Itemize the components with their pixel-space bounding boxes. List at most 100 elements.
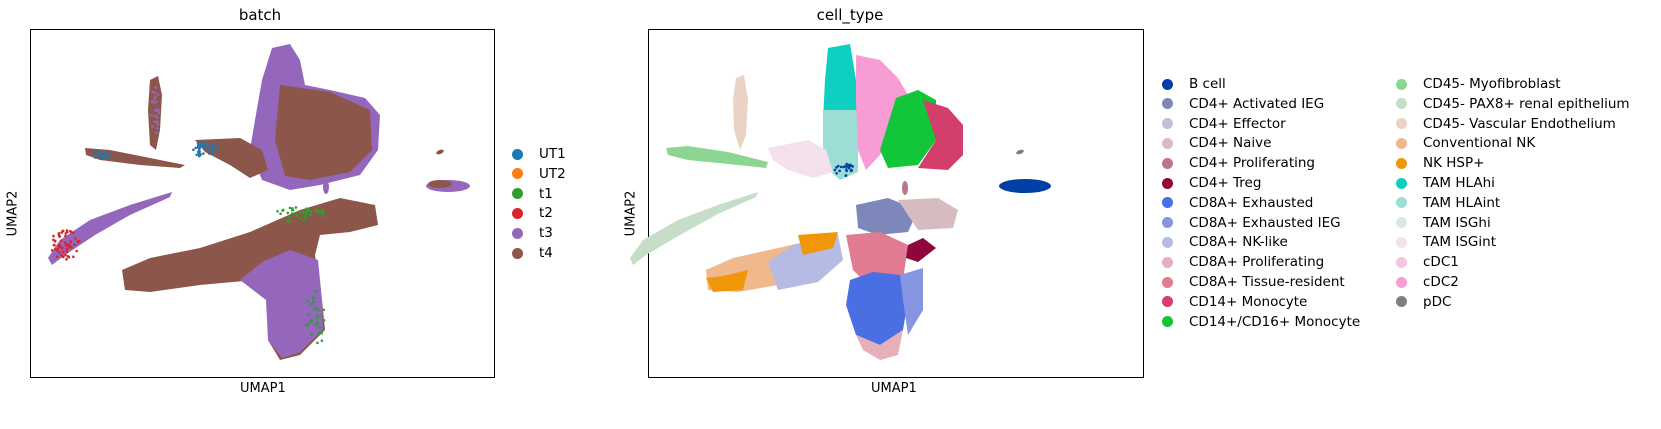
cluster-lower-left-strand xyxy=(68,246,71,249)
cluster-lower-left-strand xyxy=(58,243,62,247)
cluster-thin-strand xyxy=(153,120,157,124)
legend-item-nk-hsp: NK HSP+ xyxy=(1396,153,1484,173)
cluster-lower-left-strand xyxy=(52,234,55,238)
legend-marker xyxy=(1162,197,1173,209)
legend-marker xyxy=(1162,98,1173,110)
cluster-top-left-arm xyxy=(210,152,214,156)
cluster-top-left-arm xyxy=(194,146,198,150)
cluster-lower-left-strand xyxy=(69,240,73,244)
cluster-bottom-band xyxy=(309,210,313,214)
cluster-upper-strand xyxy=(104,151,107,155)
cluster-bottom-band xyxy=(310,319,313,322)
cluster-thin-strand xyxy=(157,109,161,112)
cluster-lower-left-strand xyxy=(64,253,67,257)
cluster-bottom-band xyxy=(304,212,308,216)
cluster-thin-strand xyxy=(153,109,157,112)
legend-marker xyxy=(1162,276,1173,288)
cluster-bottom-band xyxy=(301,211,305,214)
legend-label: CD8A+ NK-like xyxy=(1189,234,1288,251)
legend-item-cd4-treg: CD4+ Treg xyxy=(1162,173,1261,193)
legend-item-t2: t2 xyxy=(512,203,553,223)
cluster-bottom-band xyxy=(290,212,294,215)
legend-marker xyxy=(1396,197,1407,209)
cluster-top-left-arm xyxy=(206,147,210,151)
cluster-lower-left-strand xyxy=(66,254,70,258)
cluster-top-left-arm xyxy=(201,144,205,148)
legend-label: CD45- Vascular Endothelium xyxy=(1423,115,1616,132)
legend-item-tam-isgint: TAM ISGint xyxy=(1396,232,1496,252)
legend-label: CD45- Myofibroblast xyxy=(1423,76,1561,92)
legend-item-tam-hlaint: TAM HLAint xyxy=(1396,193,1500,213)
legend-item-cd8a-tissue-resident: CD8A+ Tissue-resident xyxy=(1162,272,1345,292)
legend-label: CD8A+ Tissue-resident xyxy=(1189,274,1345,290)
cluster-lower-left-strand xyxy=(61,250,65,254)
cluster-top-left-arm xyxy=(204,142,207,146)
legend-marker xyxy=(1162,316,1173,328)
legend-marker xyxy=(1162,236,1173,248)
legend-label: t2 xyxy=(539,205,553,222)
legend-marker xyxy=(1396,98,1407,110)
legend-label: Conventional NK xyxy=(1423,135,1536,152)
legend-label: CD14+/CD16+ Monocyte xyxy=(1189,313,1361,330)
legend-item-cd45-pax8-renal-epithelium: CD45- PAX8+ renal epithelium xyxy=(1396,94,1630,114)
legend-marker xyxy=(512,207,523,219)
legend-label: UT1 xyxy=(539,146,566,162)
cluster-bottom-band xyxy=(296,212,299,216)
cluster-thin-strand xyxy=(153,91,157,94)
chart-title-cell-type: cell_type xyxy=(816,6,884,24)
cluster-bottom-band xyxy=(322,308,325,312)
cluster-lower-left-strand xyxy=(68,229,72,233)
legend-label: CD4+ Proliferating xyxy=(1189,155,1315,172)
legend-label: t4 xyxy=(539,245,553,261)
cluster-bottom-band xyxy=(304,210,307,213)
cluster-bottom-band xyxy=(307,313,311,317)
legend-marker xyxy=(1396,157,1407,169)
cluster-b-cell-speckle xyxy=(833,168,837,172)
legend-label: TAM HLAint xyxy=(1423,194,1501,211)
legend-item-cd45-vascular-endothelium: CD45- Vascular Endothelium xyxy=(1396,114,1616,134)
cluster-lower-left-strand xyxy=(67,243,71,247)
legend-item-cd8a-proliferating: CD8A+ Proliferating xyxy=(1162,252,1324,272)
cluster-top-left-arm xyxy=(202,146,206,150)
legend-marker xyxy=(512,148,523,160)
cluster-lower-left-strand xyxy=(65,250,69,254)
cluster-cd14-cd16-monocyte xyxy=(880,90,936,168)
cluster-b-cell-speckle xyxy=(836,164,840,168)
legend-marker xyxy=(1396,256,1407,268)
cluster-cd4-treg xyxy=(906,238,936,262)
cluster-thin-strand xyxy=(152,97,156,101)
cluster-thin-strand xyxy=(154,114,157,118)
cluster-b-cell-speckle xyxy=(850,164,853,168)
cluster-vascular-endothelium xyxy=(733,75,748,150)
cluster-top-main xyxy=(275,85,372,180)
cluster-top-left-arm xyxy=(198,148,201,151)
cluster-bottom-band xyxy=(311,300,315,304)
cluster-cdc2 xyxy=(856,55,908,170)
cluster-b-cell xyxy=(999,179,1051,193)
cluster-top-left-arm xyxy=(210,150,214,153)
cluster-thin-strand xyxy=(156,126,159,130)
legend-marker xyxy=(1162,256,1173,268)
cluster-bottom-band xyxy=(309,213,313,217)
cluster-bottom-band xyxy=(286,211,290,215)
legend-marker xyxy=(1396,78,1407,90)
legend-marker xyxy=(1162,157,1173,169)
cluster-b-cell-speckle xyxy=(844,174,848,177)
cluster-lower-left-strand xyxy=(52,238,55,242)
cluster-bottom-band xyxy=(318,325,321,329)
cluster-top-left-arm xyxy=(207,144,211,148)
cluster-top-left-arm xyxy=(196,142,200,145)
cluster-myofibroblast xyxy=(666,146,768,168)
legend-item-b-cell: B cell xyxy=(1162,74,1226,94)
legend-marker xyxy=(1396,217,1407,229)
cluster-lower-left-strand xyxy=(63,241,67,244)
cluster-bottom-band xyxy=(320,209,324,212)
cluster-bottom-band xyxy=(311,296,315,299)
cluster-lower-left-strand xyxy=(60,239,63,242)
cluster-b-cell-speckle xyxy=(835,171,838,175)
cluster-bottom-band xyxy=(322,318,326,322)
cluster-bottom-band xyxy=(314,289,318,293)
legend-label: TAM HLAhi xyxy=(1423,175,1495,191)
cluster-lower-left-strand xyxy=(61,255,65,259)
cluster-bottom-band xyxy=(314,209,317,212)
